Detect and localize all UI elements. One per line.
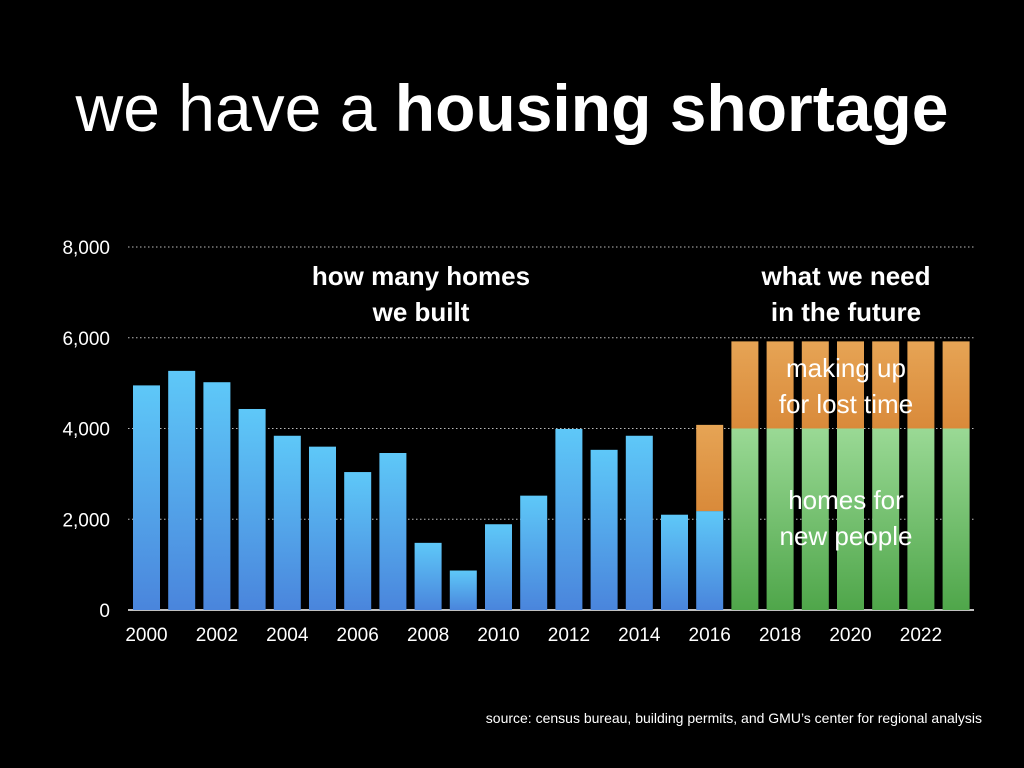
y-tick-label: 0	[99, 601, 110, 622]
bar-built-2006	[344, 472, 372, 610]
source-note: source: census bureau, building permits,…	[485, 710, 982, 726]
bar-new-people-2021	[872, 428, 900, 610]
x-tick-label: 2018	[759, 625, 801, 646]
x-tick-label: 2022	[900, 625, 942, 646]
bar-lost-time-2022	[907, 341, 935, 429]
built-annotation: how many homes we built	[312, 261, 530, 327]
bar-built-2002	[203, 382, 231, 610]
bar-lost-time-2023	[942, 341, 970, 429]
bar-new-people-2017	[731, 428, 759, 610]
x-tick-label: 2006	[337, 625, 379, 646]
bar-lost-time-2019	[801, 341, 829, 429]
bar-lost-time-2016	[696, 424, 724, 512]
bar-built-2003	[238, 408, 266, 610]
title-prefix: we have a	[75, 71, 377, 145]
bar-built-2016	[696, 511, 724, 610]
x-tick-label: 2008	[407, 625, 449, 646]
bar-new-people-2022	[907, 428, 935, 610]
x-tick-label: 2012	[548, 625, 590, 646]
slide-title: we have a housing shortage	[0, 68, 1024, 148]
gridlines	[128, 246, 974, 611]
bar-built-2007	[379, 453, 407, 610]
y-tick-label: 6,000	[62, 329, 110, 350]
title-emphasis: housing shortage	[394, 71, 949, 145]
x-tick-label: 2010	[477, 625, 519, 646]
axis-labels: 0 2,000 4,000 6,000 8,000 2000 2002 2004 2006 200…	[62, 238, 942, 646]
bar-built-2014	[625, 435, 653, 610]
y-tick-label: 4,000	[62, 420, 110, 441]
bar-built-2013	[590, 449, 618, 610]
lost-time-annotation: making up for lost time	[779, 353, 913, 419]
bar-new-people-2020	[837, 428, 864, 610]
bar-built-2015	[661, 514, 688, 610]
x-tick-label: 2016	[689, 625, 731, 646]
bar-lost-time-2020	[837, 341, 864, 429]
x-tick-label: 2002	[196, 625, 238, 646]
bar-built-2011	[520, 495, 548, 610]
y-tick-label: 8,000	[62, 238, 110, 259]
x-tick-label: 2004	[266, 625, 309, 646]
bar-lost-time-2018	[766, 341, 794, 429]
bar-new-people-2019	[801, 428, 829, 610]
bar-built-2001	[168, 370, 196, 610]
bar-lost-time-2021	[872, 341, 900, 429]
x-tick-label: 2014	[618, 625, 661, 646]
bar-built-2005	[309, 446, 336, 610]
bar-new-people-2023	[942, 428, 970, 610]
future-annotation: what we need in the future	[760, 261, 930, 327]
bar-built-2010	[485, 524, 512, 610]
x-tick-label: 2000	[125, 625, 167, 646]
y-tick-label: 2,000	[62, 510, 110, 531]
bar-built-2004	[273, 435, 301, 610]
bar-lost-time-2017	[731, 341, 759, 429]
bar-built-2008	[414, 542, 442, 610]
bar-built-2012	[555, 428, 583, 610]
annotations: how many homes we built what we need in the…	[312, 261, 931, 551]
x-tick-label: 2020	[829, 625, 871, 646]
bar-built-2000	[133, 385, 160, 610]
bars	[133, 341, 970, 610]
new-people-annotation: homes for new people	[780, 485, 913, 551]
bar-built-2009	[449, 570, 477, 610]
bar-new-people-2018	[766, 428, 794, 610]
